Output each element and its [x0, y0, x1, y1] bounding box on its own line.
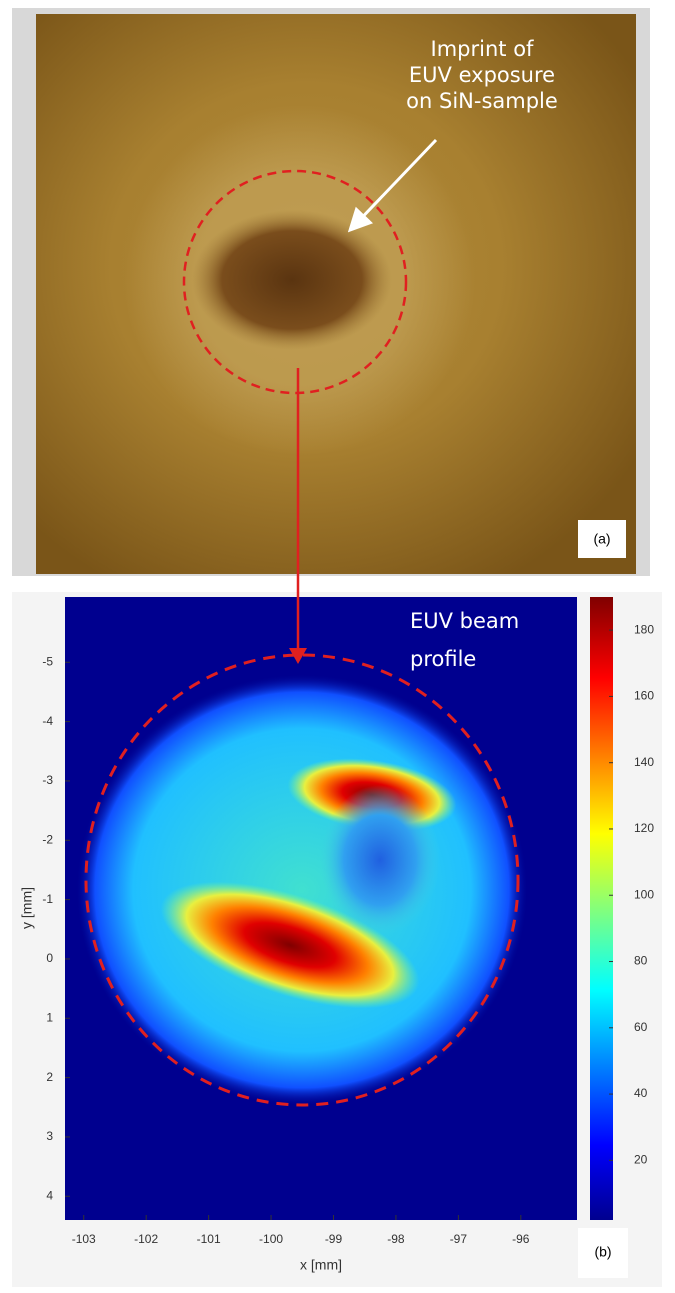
annotation: Imprint of: [431, 37, 535, 61]
x-tick-label: -96: [512, 1232, 530, 1246]
y-tick-label: -4: [42, 714, 53, 728]
colorbar-tick-label: 80: [634, 954, 648, 968]
annotation: EUV beam: [410, 609, 519, 633]
arrow-head: [289, 648, 307, 664]
colorbar-tick-label: 100: [634, 887, 654, 901]
x-axis-label: x [mm]: [300, 1257, 342, 1273]
x-tick-label: -97: [450, 1232, 468, 1246]
x-tick-label: -102: [134, 1232, 158, 1246]
y-tick-label: -1: [42, 892, 53, 906]
y-tick-label: 3: [46, 1129, 53, 1143]
colorbar-tick-label: 40: [634, 1086, 648, 1100]
y-tick-label: 2: [46, 1070, 53, 1084]
cold-spot: [320, 785, 440, 935]
imprint: [192, 210, 392, 350]
x-tick-label: -101: [197, 1232, 221, 1246]
hot-spot: [160, 881, 420, 1009]
y-tick-label: 0: [46, 951, 53, 965]
dashed-circle: [84, 653, 520, 1107]
panel-label: (a): [593, 531, 610, 547]
colorbar: [590, 597, 613, 1220]
x-tick-label: -98: [387, 1232, 405, 1246]
y-tick-label: -2: [42, 832, 53, 846]
arrow: [347, 138, 438, 233]
y-tick-label: -5: [42, 654, 53, 668]
annotation: EUV exposure: [409, 63, 555, 87]
colorbar-tick-label: 20: [634, 1153, 648, 1167]
label-box: [578, 520, 626, 558]
y-tick-label: 1: [46, 1010, 53, 1024]
panel-label: (b): [594, 1244, 611, 1260]
colorbar-tick-label: 60: [634, 1020, 648, 1034]
colorbar-tick-label: 180: [634, 622, 654, 636]
x-tick-label: -99: [325, 1232, 343, 1246]
annotation: profile: [410, 647, 476, 671]
label-box: [578, 1228, 628, 1278]
dashed-circle: [182, 169, 408, 395]
x-tick-label: -100: [259, 1232, 283, 1246]
y-axis-label: y [mm]: [19, 887, 35, 929]
x-tick-label: -103: [72, 1232, 96, 1246]
y-tick-label: -3: [42, 773, 53, 787]
y-tick-label: 4: [46, 1188, 53, 1202]
annotation: on SiN-sample: [406, 89, 558, 113]
beam-disk: [77, 675, 527, 1105]
colorbar-tick-label: 160: [634, 689, 654, 703]
colorbar-tick-label: 120: [634, 821, 654, 835]
colorbar-tick-label: 140: [634, 755, 654, 769]
